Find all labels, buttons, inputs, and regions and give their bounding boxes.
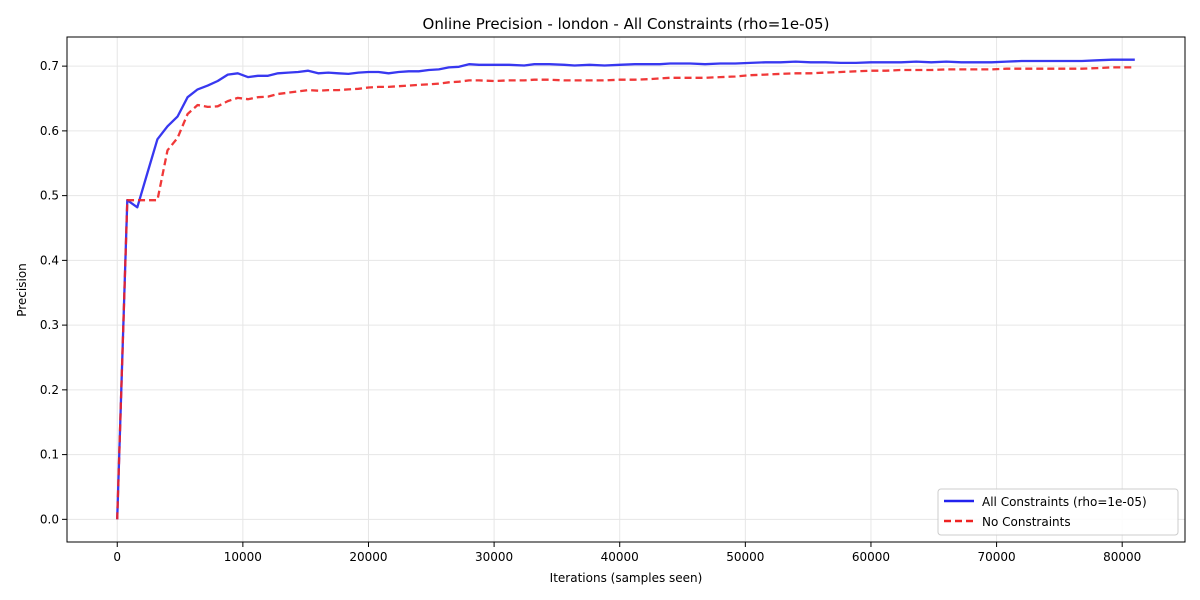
x-tick-label: 20000 — [349, 550, 387, 564]
series-layer — [116, 58, 1135, 520]
y-tick-label: 0.1 — [40, 448, 59, 462]
y-tick-label: 0.2 — [40, 383, 59, 397]
x-tick-label: 40000 — [601, 550, 639, 564]
legend-entry-no-constraints: No Constraints — [982, 515, 1071, 529]
x-tick-label: 70000 — [977, 550, 1015, 564]
x-tick-label: 80000 — [1103, 550, 1141, 564]
x-axis: 0 10000 20000 30000 40000 50000 60000 70000 8000… — [113, 542, 1141, 564]
series-line-no-constraints — [116, 66, 1135, 520]
legend-entry-all-constraints: All Constraints (rho=1e-05) — [982, 495, 1147, 509]
series-line-all-constraints — [116, 58, 1135, 520]
y-axis: 0.0 0.1 0.2 0.3 0.4 0.5 0.6 0.7 — [40, 59, 67, 526]
x-tick-label: 10000 — [224, 550, 262, 564]
x-tick-label: 0 — [113, 550, 121, 564]
y-tick-label: 0.4 — [40, 253, 59, 267]
legend: All Constraints (rho=1e-05) No Constrain… — [937, 488, 1179, 536]
y-tick-label: 0.0 — [40, 512, 59, 526]
y-axis-label: Precision — [15, 263, 29, 317]
chart-title: Online Precision - london - All Constrai… — [423, 15, 830, 33]
legend-box — [937, 488, 1179, 536]
y-tick-label: 0.7 — [40, 59, 59, 73]
y-tick-label: 0.5 — [40, 189, 59, 203]
x-tick-label: 50000 — [726, 550, 764, 564]
x-tick-label: 60000 — [852, 550, 890, 564]
y-tick-label: 0.6 — [40, 124, 59, 138]
y-tick-label: 0.3 — [40, 318, 59, 332]
plot-area-frame — [66, 36, 1186, 543]
x-axis-label: Iterations (samples seen) — [550, 571, 703, 585]
x-tick-label: 30000 — [475, 550, 513, 564]
